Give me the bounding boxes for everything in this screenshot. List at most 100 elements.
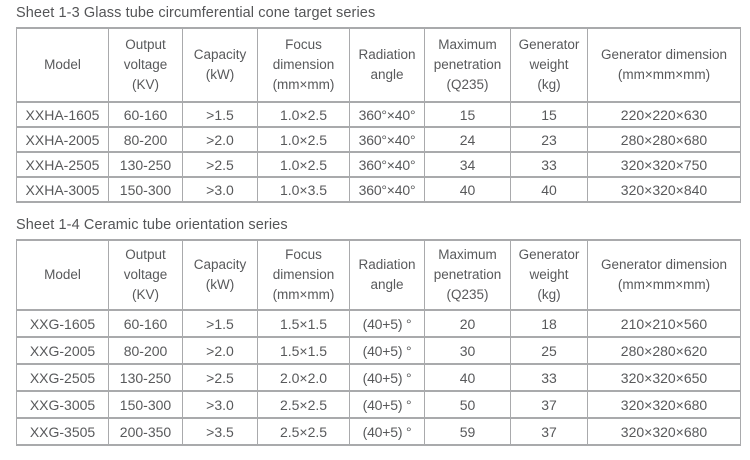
cell-output-voltage: 60-160 [108, 101, 183, 128]
cell-capacity: >1.5 [182, 309, 258, 338]
column-header-radiation-angle: Radiation angle [349, 239, 425, 311]
header-line: (KV) [132, 287, 159, 303]
header-line: dimension [272, 56, 335, 72]
cell-radiation-angle: (40+5) ° [349, 309, 425, 338]
cell-output-voltage: 150-300 [108, 390, 183, 419]
sheet-title: Sheet 1-3 Glass tube circumferential con… [16, 5, 376, 21]
column-header-radiation-angle: Radiation angle [349, 27, 425, 103]
cell-radiation-angle: (40+5) ° [349, 336, 425, 365]
header-line: (KV) [132, 77, 159, 93]
cell-model: XXHA-2005 [16, 126, 109, 153]
cell-radiation-angle: (40+5) ° [349, 363, 425, 392]
cell-capacity: >2.5 [182, 363, 258, 392]
header-line: Capacity [193, 256, 247, 272]
column-header-generator-dimension: Generator dimension (mm×mm×mm) [587, 27, 741, 103]
header-line: (Q235) [446, 77, 489, 93]
cell-model: XXHA-2505 [16, 151, 109, 178]
cell-maximum-penetration: 34 [424, 151, 511, 178]
column-header-maximum-penetration: Maximum penetration (Q235) [424, 239, 511, 311]
document-body: Sheet 1-3 Glass tube circumferential con… [16, 5, 741, 446]
column-header-focus-dimension: Focus dimension (mm×mm) [257, 27, 350, 103]
cell-model: XXHA-3005 [16, 176, 109, 203]
header-line: (kg) [537, 77, 561, 93]
spec-table: Model Output voltage (KV) Capacity (kW) Focus d… [16, 239, 741, 446]
cell-maximum-penetration: 24 [424, 126, 511, 153]
header-line: (kW) [205, 67, 235, 82]
header-line: weight [529, 266, 569, 282]
header-line: Generator dimension [600, 256, 728, 272]
cell-focus-dimension: 1.0×2.5 [257, 151, 350, 178]
header-line: voltage [123, 56, 168, 72]
cell-generator-dimension: 320×320×650 [587, 363, 741, 392]
column-header-model: Model [16, 27, 109, 103]
header-line: Generator [518, 36, 580, 52]
header-line: (Q235) [446, 287, 489, 303]
header-line: Output [125, 246, 166, 262]
header-line: voltage [123, 266, 168, 282]
cell-generator-dimension: 320×320×750 [587, 151, 741, 178]
column-header-capacity: Capacity (kW) [182, 27, 258, 103]
cell-output-voltage: 130-250 [108, 363, 183, 392]
header-line: Capacity [193, 46, 247, 62]
cell-capacity: >2.0 [182, 126, 258, 153]
header-line: (mm×mm) [272, 287, 335, 303]
cell-generator-dimension: 320×320×840 [587, 176, 741, 203]
cell-maximum-penetration: 59 [424, 417, 511, 446]
header-line: weight [529, 56, 569, 72]
cell-maximum-penetration: 40 [424, 176, 511, 203]
header-line: Model [44, 266, 81, 282]
table-row: XXG-2505 130-250 >2.5 2.0×2.0 (40+5) ° 40 33 32… [16, 363, 741, 392]
cell-capacity: >2.5 [182, 151, 258, 178]
header-line: Focus [285, 36, 322, 52]
cell-output-voltage: 80-200 [108, 336, 183, 365]
cell-radiation-angle: 360°×40° [349, 176, 425, 203]
cell-radiation-angle: 360°×40° [349, 126, 425, 153]
header-line: penetration [433, 266, 502, 282]
cell-maximum-penetration: 30 [424, 336, 511, 365]
header-line: angle [370, 67, 404, 82]
table-row: XXG-2005 80-200 >2.0 1.5×1.5 (40+5) ° 30 25 280… [16, 336, 741, 365]
cell-output-voltage: 60-160 [108, 309, 183, 338]
cell-generator-dimension: 220×220×630 [587, 101, 741, 128]
cell-model: XXG-2005 [16, 336, 109, 365]
table-row: XXG-3505 200-350 >3.5 2.5×2.5 (40+5) ° 59 37 32… [16, 417, 741, 446]
cell-focus-dimension: 2.0×2.0 [257, 363, 350, 392]
header-row: Model Output voltage (KV) Capacity (kW) Focus d… [16, 27, 741, 103]
column-header-output-voltage: Output voltage (KV) [108, 27, 183, 103]
cell-radiation-angle: 360°×40° [349, 101, 425, 128]
cell-generator-dimension: 320×320×680 [587, 390, 741, 419]
table-row: XXHA-1605 60-160 >1.5 1.0×2.5 360°×40° 15 15 22… [16, 101, 741, 128]
cell-generator-weight: 18 [510, 309, 588, 338]
cell-focus-dimension: 1.5×1.5 [257, 336, 350, 365]
cell-generator-weight: 33 [510, 151, 588, 178]
cell-model: XXG-3505 [16, 417, 109, 446]
cell-generator-weight: 25 [510, 336, 588, 365]
header-line: Output [125, 36, 166, 52]
cell-focus-dimension: 1.0×2.5 [257, 126, 350, 153]
cell-capacity: >3.0 [182, 390, 258, 419]
cell-capacity: >3.5 [182, 417, 258, 446]
column-header-maximum-penetration: Maximum penetration (Q235) [424, 27, 511, 103]
header-line: (mm×mm) [272, 77, 335, 93]
header-line: Maximum [438, 36, 497, 52]
cell-focus-dimension: 2.5×2.5 [257, 417, 350, 446]
table-row: XXG-1605 60-160 >1.5 1.5×1.5 (40+5) ° 20 18 210… [16, 309, 741, 338]
cell-model: XXG-2505 [16, 363, 109, 392]
cell-generator-weight: 37 [510, 417, 588, 446]
header-line: Radiation [358, 256, 416, 272]
header-line: penetration [433, 56, 502, 72]
header-line: Focus [285, 246, 322, 262]
cell-model: XXHA-1605 [16, 101, 109, 128]
cell-maximum-penetration: 20 [424, 309, 511, 338]
cell-generator-dimension: 320×320×680 [587, 417, 741, 446]
column-header-generator-dimension: Generator dimension (mm×mm×mm) [587, 239, 741, 311]
cell-generator-dimension: 280×280×620 [587, 336, 741, 365]
cell-generator-weight: 15 [510, 101, 588, 128]
cell-output-voltage: 130-250 [108, 151, 183, 178]
cell-capacity: >3.0 [182, 176, 258, 203]
header-line: (kg) [537, 287, 561, 303]
column-header-focus-dimension: Focus dimension (mm×mm) [257, 239, 350, 311]
column-header-generator-weight: Generator weight (kg) [510, 239, 588, 311]
header-line: (mm×mm×mm) [617, 67, 711, 82]
cell-model: XXG-1605 [16, 309, 109, 338]
